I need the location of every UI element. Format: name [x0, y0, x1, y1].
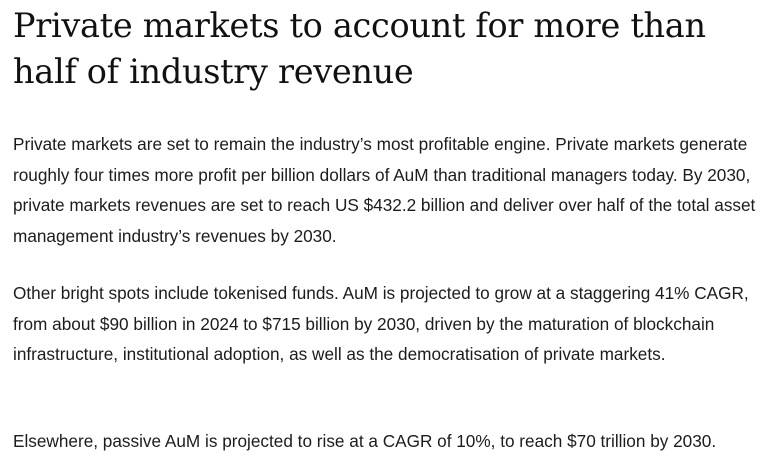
- article-paragraph-passive-aum: Elsewhere, passive AuM is projected to r…: [13, 431, 717, 451]
- article: Private markets to account for more than…: [13, 0, 773, 451]
- article-headline: Private markets to account for more than…: [13, 6, 706, 91]
- article-paragraph-private-markets: Private markets are set to remain the in…: [13, 134, 756, 246]
- article-paragraph-tokenised-funds: Other bright spots include tokenised fun…: [13, 283, 749, 364]
